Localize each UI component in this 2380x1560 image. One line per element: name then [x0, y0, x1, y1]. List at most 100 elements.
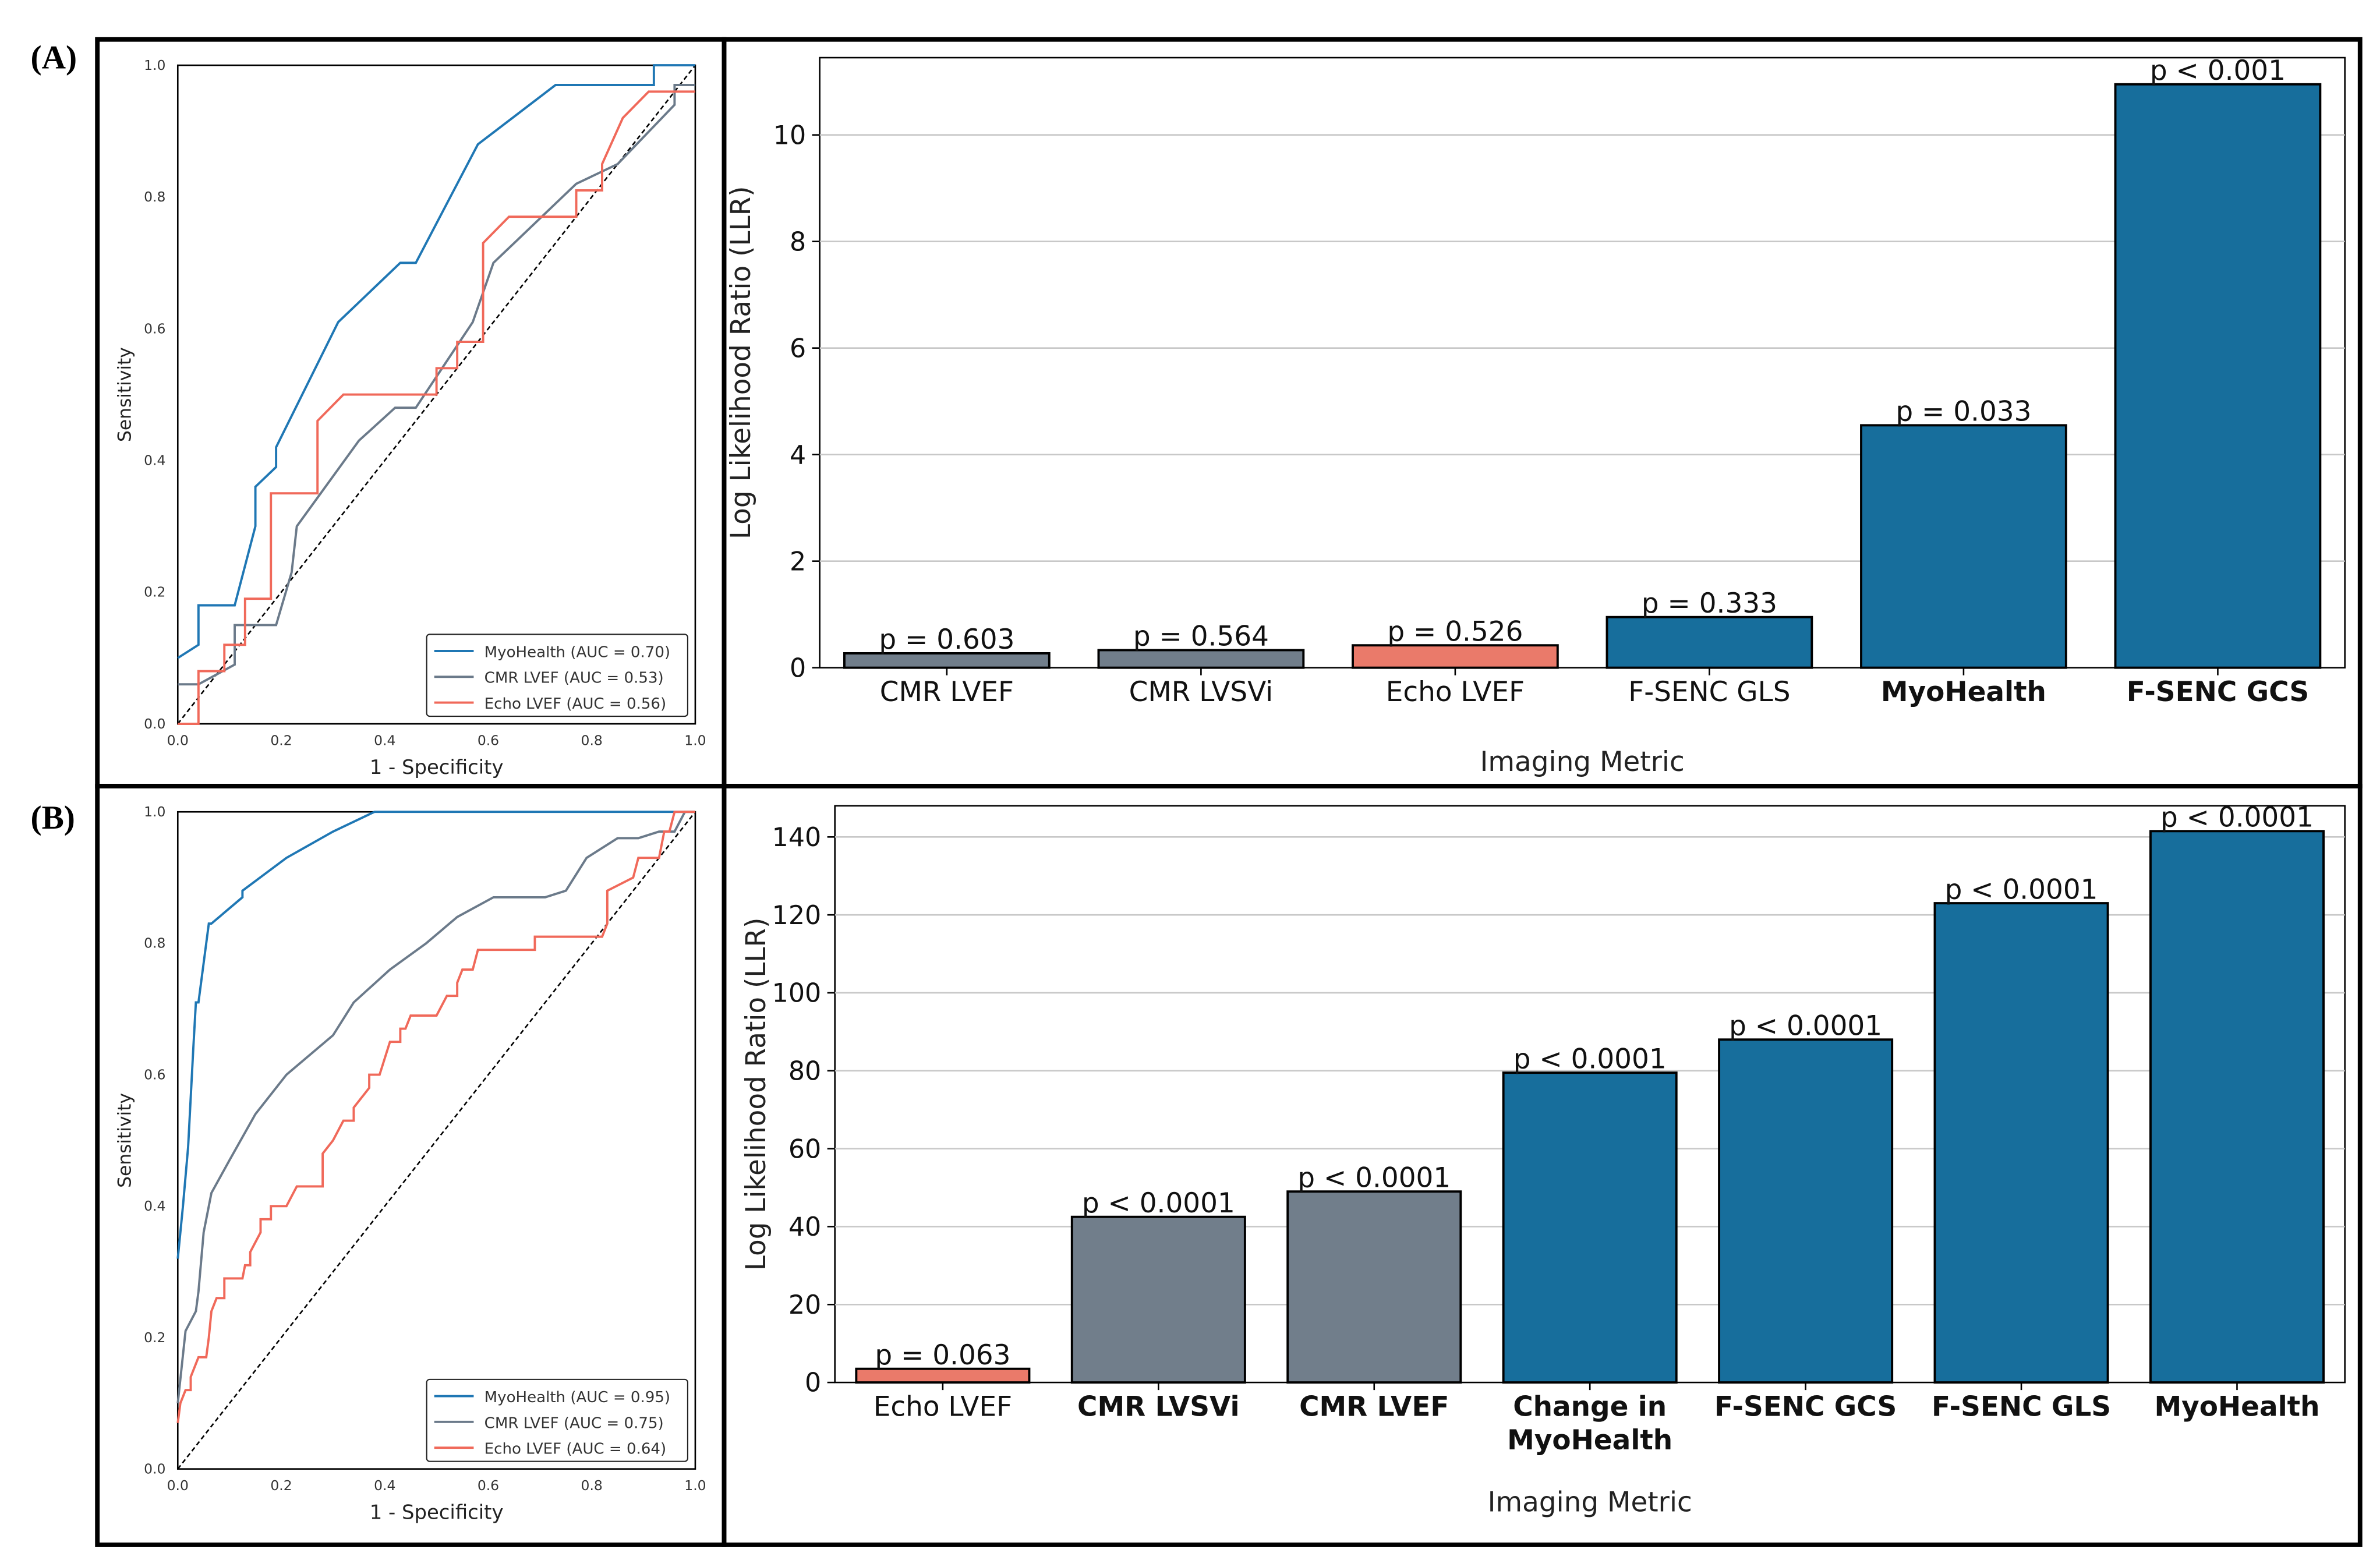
x-tick-label: CMR LVEF — [880, 676, 1014, 708]
y-tick-label: 6 — [790, 334, 806, 363]
y-tick-label: 0 — [790, 653, 806, 683]
x-tick-label: F-SENC GLS — [1628, 676, 1790, 708]
y-tick-label: 0.0 — [144, 1460, 165, 1477]
plot-area — [819, 56, 2346, 668]
roc-curve-myohealth — [176, 811, 695, 1259]
x-tick-label: 0.2 — [270, 733, 292, 749]
x-tick-label: 0.6 — [478, 1477, 499, 1494]
x-axis-label: 1 - Specificity — [370, 1501, 504, 1524]
roc-curve-echo — [178, 90, 695, 726]
y-tick-label: 2 — [790, 547, 806, 576]
roc-curve-echo — [176, 811, 695, 1423]
p-value-label: p = 0.564 — [1133, 621, 1269, 653]
x-tick-label: CMR LVSVi — [1129, 676, 1274, 708]
x-axis-label: Imaging Metric — [1480, 746, 1685, 778]
x-tick-label-line: Change in — [1513, 1391, 1667, 1423]
panel-label-b: (B) — [30, 800, 75, 836]
bar — [1097, 649, 1305, 669]
bar — [1860, 424, 2067, 669]
legend-entry: Echo LVEF (AUC = 0.64) — [485, 1441, 666, 1458]
y-tick-label: 10 — [773, 121, 806, 150]
y-tick-label: 8 — [790, 227, 806, 257]
x-tick-label: Change in MyoHealth — [1507, 1391, 1672, 1456]
x-tick-label: 0.0 — [167, 733, 189, 749]
x-tick-label: MyoHealth — [1881, 676, 2046, 708]
y-axis-label: Log Likelihood Ratio (LLR) — [740, 918, 772, 1271]
x-tick-label: 0.4 — [374, 733, 395, 749]
x-tick-label: 0.4 — [374, 1477, 395, 1494]
y-tick-label: 0.0 — [144, 716, 165, 732]
x-tick-label: CMR LVEF — [1299, 1391, 1449, 1423]
legend-entry: CMR LVEF (AUC = 0.75) — [485, 1414, 664, 1432]
y-tick-label: 0.4 — [144, 1198, 165, 1214]
y-tick-label: 0.2 — [144, 584, 165, 600]
x-tick-label: 0.0 — [167, 1477, 189, 1494]
y-tick-label: 100 — [772, 979, 822, 1009]
y-tick-label: 120 — [772, 901, 822, 931]
p-value-label: p < 0.0001 — [1513, 1043, 1667, 1075]
y-tick-label: 140 — [772, 823, 822, 852]
y-tick-label: 0.4 — [144, 452, 165, 468]
roc-chart-b: 0.0 0.2 0.4 0.6 0.8 1.0 0.0 0.2 0.4 0.6 0.8 1.0 1 - … — [114, 804, 706, 1524]
y-tick-label: 0.6 — [144, 320, 165, 337]
p-value-label: p < 0.0001 — [1297, 1162, 1451, 1194]
bar — [1502, 1071, 1678, 1384]
y-tick-label: 0 — [805, 1368, 821, 1398]
y-tick-label: 0.6 — [144, 1066, 165, 1083]
y-tick-label: 4 — [790, 440, 806, 470]
panel-label-a: (A) — [30, 39, 77, 76]
x-tick-label: CMR LVSVi — [1077, 1391, 1240, 1423]
x-tick-label: 1.0 — [684, 733, 706, 749]
p-value-label: p = 0.526 — [1387, 615, 1523, 648]
bar — [855, 1367, 1031, 1384]
x-tick-label-line: MyoHealth — [1507, 1424, 1672, 1456]
y-tick-label: 1.0 — [144, 57, 165, 73]
legend-entry: CMR LVEF (AUC = 0.53) — [485, 670, 664, 687]
chance-diagonal-line — [177, 811, 696, 1470]
x-tick-label: F-SENC GCS — [1714, 1391, 1897, 1423]
y-axis-label: Sensitivity — [114, 347, 135, 442]
llr-bar-chart-a: 0 2 4 6 8 10 p = 0.603 CMR LVEF p = 0.564 CMR LVS… — [725, 55, 2346, 778]
legend — [426, 1378, 688, 1462]
y-axis-label: Sensitivity — [114, 1093, 135, 1188]
legend — [426, 634, 688, 717]
p-value-label: p < 0.0001 — [2160, 801, 2314, 833]
x-tick-label: Echo LVEF — [1386, 676, 1525, 708]
legend-entry: MyoHealth (AUC = 0.70) — [485, 643, 670, 661]
p-value-label: p = 0.603 — [879, 624, 1014, 656]
y-axis-label: Log Likelihood Ratio (LLR) — [725, 186, 757, 540]
x-tick-label: 0.6 — [478, 733, 499, 749]
y-tick-label: 0.2 — [144, 1329, 165, 1346]
roc-curve-cmr — [178, 84, 695, 686]
y-tick-label: 1.0 — [144, 804, 165, 820]
bar — [1605, 615, 1813, 669]
x-axis-label: Imaging Metric — [1488, 1487, 1692, 1519]
y-tick-label: 60 — [788, 1134, 821, 1164]
roc-curve-cmr — [176, 811, 695, 1404]
p-value-label: p = 0.033 — [1895, 396, 2031, 428]
p-value-label: p = 0.333 — [1642, 588, 1777, 620]
bar — [1718, 1038, 1894, 1384]
x-tick-label: 0.8 — [581, 733, 603, 749]
p-value-label: p < 0.0001 — [1729, 1010, 1882, 1042]
p-value-label: p < 0.0001 — [1945, 873, 2098, 905]
x-axis-label: 1 - Specificity — [370, 756, 504, 779]
bar — [1933, 902, 2109, 1384]
x-tick-label: 0.2 — [270, 1477, 292, 1494]
x-tick-label: F-SENC GCS — [2127, 676, 2309, 708]
x-tick-label: 0.8 — [581, 1477, 603, 1494]
y-tick-label: 20 — [788, 1290, 821, 1320]
p-value-label: p = 0.063 — [875, 1339, 1010, 1371]
x-tick-label: MyoHealth — [2154, 1391, 2319, 1423]
roc-curve-myohealth — [177, 64, 695, 659]
y-tick-label: 80 — [788, 1056, 821, 1086]
y-tick-label: 0.8 — [144, 189, 165, 205]
legend-entry: Echo LVEF (AUC = 0.56) — [485, 695, 666, 713]
legend-entry: MyoHealth (AUC = 0.95) — [485, 1389, 670, 1406]
y-tick-label: 0.8 — [144, 935, 165, 951]
bar — [2149, 830, 2325, 1384]
y-tick-label: 40 — [788, 1212, 821, 1242]
x-tick-label: 1.0 — [684, 1477, 706, 1494]
llr-bar-chart-b: 0 20 40 60 80 100 120 140 p = 0.063 Echo LVEF p < … — [740, 801, 2346, 1519]
x-tick-label: Echo LVEF — [874, 1391, 1012, 1423]
